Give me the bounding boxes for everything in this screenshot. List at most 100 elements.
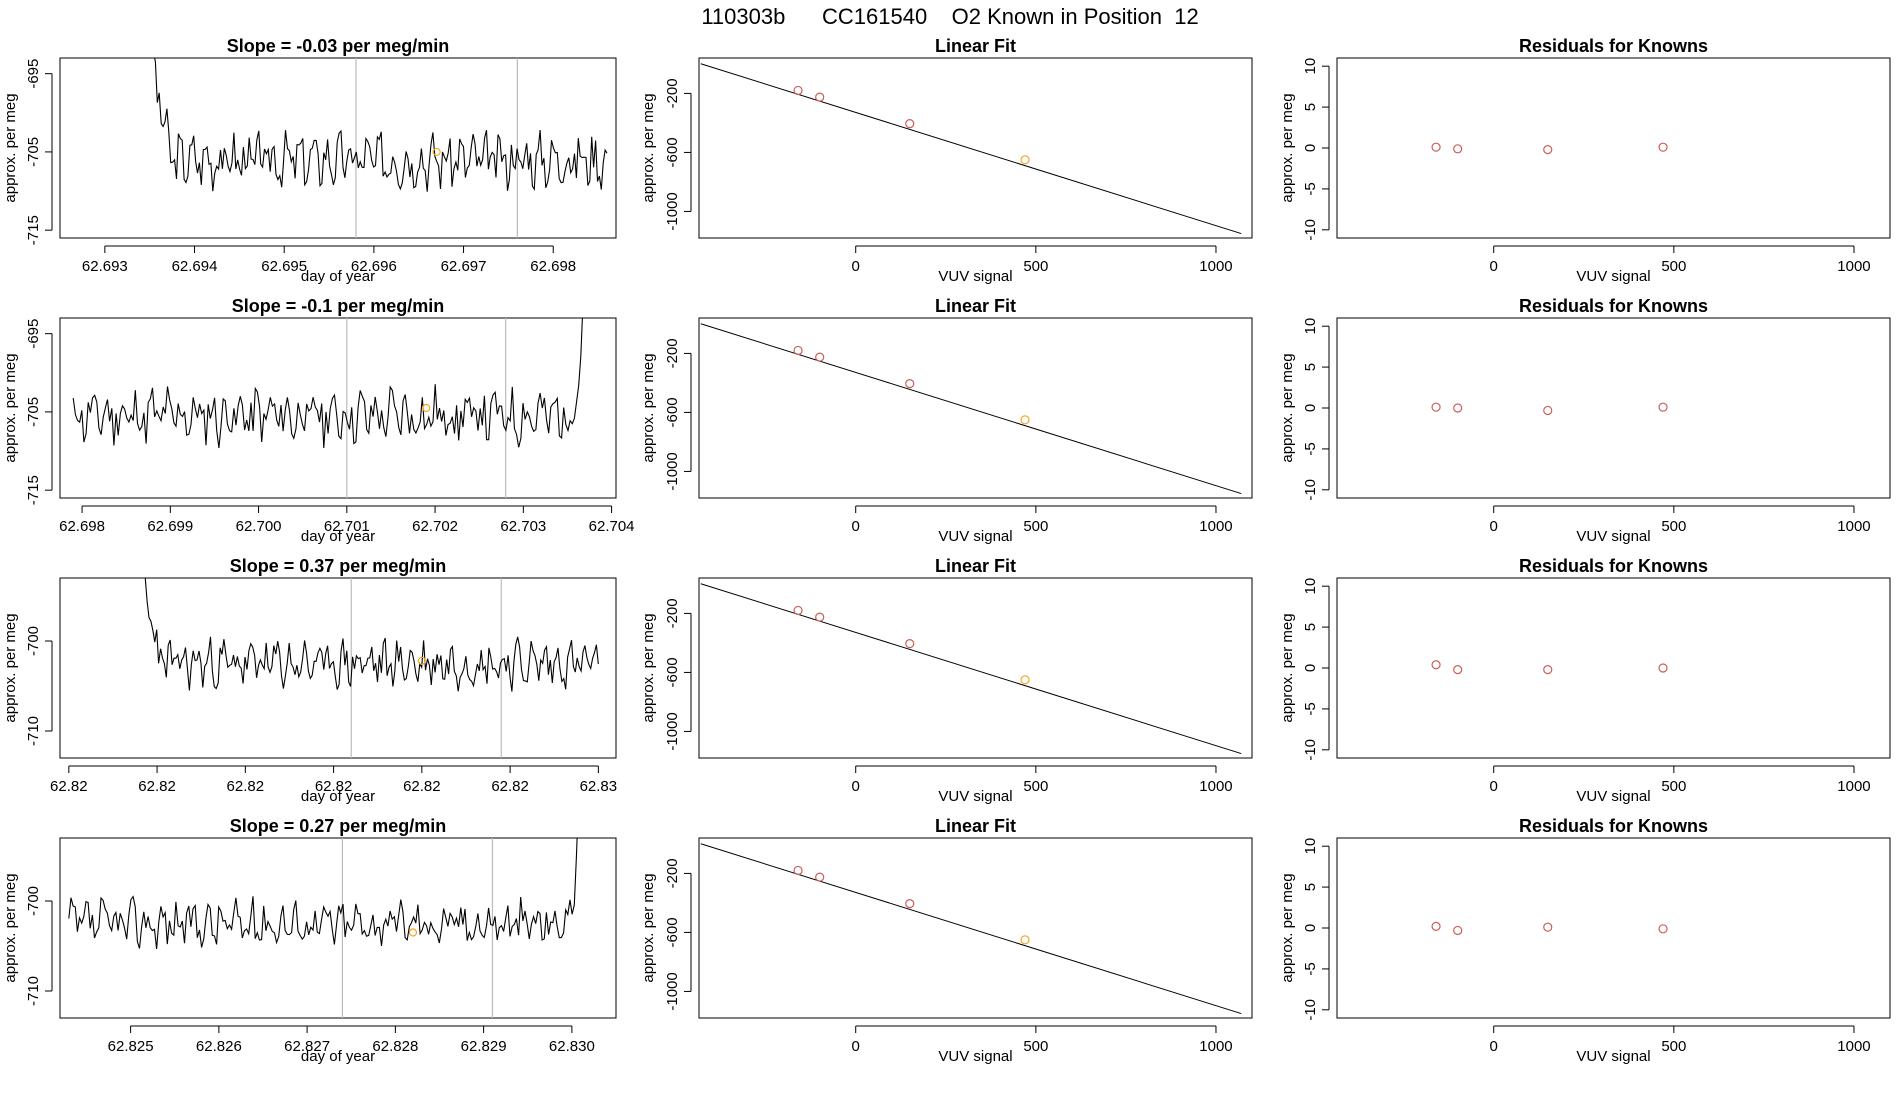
linear-fit-x-label: VUV signal [938, 788, 1012, 805]
y-tick-label: -10 [1302, 999, 1319, 1021]
x-tick-label: 62.82 [227, 778, 265, 795]
linear-fit-title: Linear Fit [935, 816, 1016, 836]
y-tick-label: -705 [25, 137, 42, 167]
known-standard-point [905, 119, 915, 129]
timeseries-y-label: approx. per meg [2, 613, 19, 722]
known-standard-point [793, 345, 803, 356]
y-tick-label: -200 [664, 78, 681, 108]
residual-point [1658, 663, 1668, 673]
residual-point [1431, 402, 1441, 412]
residual-point [1658, 402, 1668, 412]
x-tick-label: 62.82 [315, 778, 353, 795]
y-tick-label: 0 [1302, 404, 1319, 412]
y-tick-label: 0 [1302, 664, 1319, 672]
x-tick-label: 500 [1023, 778, 1048, 795]
residuals-plot-box [1336, 57, 1891, 239]
x-tick-label: 1000 [1199, 518, 1232, 535]
timeseries-x-axis: 62.698 62.699 62.700 62.701 62.702 62.703 62.7… [59, 505, 635, 535]
y-tick-label: -10 [1302, 479, 1319, 501]
linear-fit-x-axis: 0 500 1000 [852, 765, 1233, 795]
residual-point [1658, 924, 1668, 934]
y-tick-label: 5 [1302, 103, 1319, 111]
known-standard-point [905, 639, 915, 649]
residual-point [1453, 403, 1463, 413]
linear-fit-plot-box [698, 317, 1253, 499]
x-tick-label: 1000 [1837, 1038, 1870, 1055]
x-tick-label: 62.696 [351, 258, 397, 275]
x-tick-label: 62.82 [50, 778, 88, 795]
y-tick-label: 0 [1302, 144, 1319, 152]
x-tick-label: 500 [1023, 258, 1048, 275]
x-tick-label: 0 [1490, 1038, 1498, 1055]
linear-fit-x-label: VUV signal [938, 528, 1012, 545]
known-standard-point [815, 612, 825, 622]
timeseries-line [144, 578, 599, 692]
y-tick-label: 5 [1302, 363, 1319, 371]
residuals-y-axis: 10 5 0 -5 -10 [1302, 838, 1330, 1021]
known-standard-point [815, 352, 825, 362]
y-tick-label: -715 [25, 215, 42, 245]
y-tick-label: -715 [25, 475, 42, 505]
timeseries-y-axis: -700 -710 [25, 626, 53, 746]
x-tick-label: 62.82 [138, 778, 176, 795]
y-tick-label: -700 [25, 886, 42, 916]
x-tick-label: 62.702 [412, 518, 458, 535]
residual-point [1431, 660, 1441, 670]
y-tick-label: -695 [25, 319, 42, 349]
timeseries-x-label: day of year [301, 788, 375, 805]
y-tick-label: 10 [1302, 58, 1319, 75]
residuals-title: Residuals for Knowns [1519, 816, 1708, 836]
linear-fit-y-axis: -200 -600 -1000 [664, 78, 692, 231]
x-tick-label: 500 [1661, 518, 1686, 535]
x-tick-label: 1000 [1837, 778, 1870, 795]
timeseries-x-label: day of year [301, 268, 375, 285]
unknown-sample-point [422, 403, 431, 413]
x-tick-label: 1000 [1199, 1038, 1232, 1055]
linear-fit-y-label: approx. per meg [640, 873, 657, 982]
residual-point [1453, 925, 1463, 936]
residuals-x-axis: 0 500 1000 [1490, 245, 1871, 275]
timeseries-line [154, 58, 608, 192]
residuals-x-axis: 0 500 1000 [1490, 505, 1871, 535]
residual-point [1431, 142, 1441, 152]
x-tick-label: 62.828 [372, 1038, 418, 1055]
linear-fit-plot-box [698, 837, 1253, 1019]
y-tick-label: -5 [1302, 702, 1319, 715]
timeseries-y-label: approx. per meg [2, 873, 19, 982]
residuals-title: Residuals for Knowns [1519, 556, 1708, 576]
timeseries-y-axis: -695 -705 -715 [25, 59, 53, 245]
timeseries-y-label: approx. per meg [2, 93, 19, 202]
x-tick-label: 62.698 [59, 518, 105, 535]
timeseries-title: Slope = -0.1 per meg/min [232, 296, 445, 316]
residuals-plot-box [1336, 837, 1891, 1019]
y-tick-label: -1000 [664, 192, 681, 230]
x-tick-label: 1000 [1837, 518, 1870, 535]
y-tick-label: -200 [664, 338, 681, 368]
residual-point [1453, 144, 1463, 154]
x-tick-label: 62.698 [530, 258, 576, 275]
residuals-title: Residuals for Knowns [1519, 36, 1708, 56]
x-tick-label: 62.83 [580, 778, 618, 795]
y-tick-label: 0 [1302, 924, 1319, 932]
linear-fit-title: Linear Fit [935, 556, 1016, 576]
linear-fit-x-label: VUV signal [938, 268, 1012, 285]
y-tick-label: -705 [25, 397, 42, 427]
x-tick-label: 0 [1490, 778, 1498, 795]
x-tick-label: 0 [852, 258, 860, 275]
y-tick-label: -1000 [664, 452, 681, 490]
unknown-sample-point [408, 928, 418, 937]
known-standard-point [793, 865, 803, 876]
x-tick-label: 62.82 [403, 778, 441, 795]
x-tick-label: 62.693 [82, 258, 128, 275]
y-tick-label: -710 [25, 716, 42, 746]
y-tick-label: 10 [1302, 318, 1319, 335]
residuals-x-axis: 0 500 1000 [1490, 765, 1871, 795]
linear-fit-x-axis: 0 500 1000 [852, 245, 1233, 275]
residuals-x-label: VUV signal [1576, 1048, 1650, 1065]
x-tick-label: 62.829 [461, 1038, 507, 1055]
x-tick-label: 62.701 [324, 518, 370, 535]
y-tick-label: -5 [1302, 442, 1319, 455]
timeseries-y-axis: -700 -710 [25, 886, 53, 1006]
residuals-title: Residuals for Knowns [1519, 296, 1708, 316]
